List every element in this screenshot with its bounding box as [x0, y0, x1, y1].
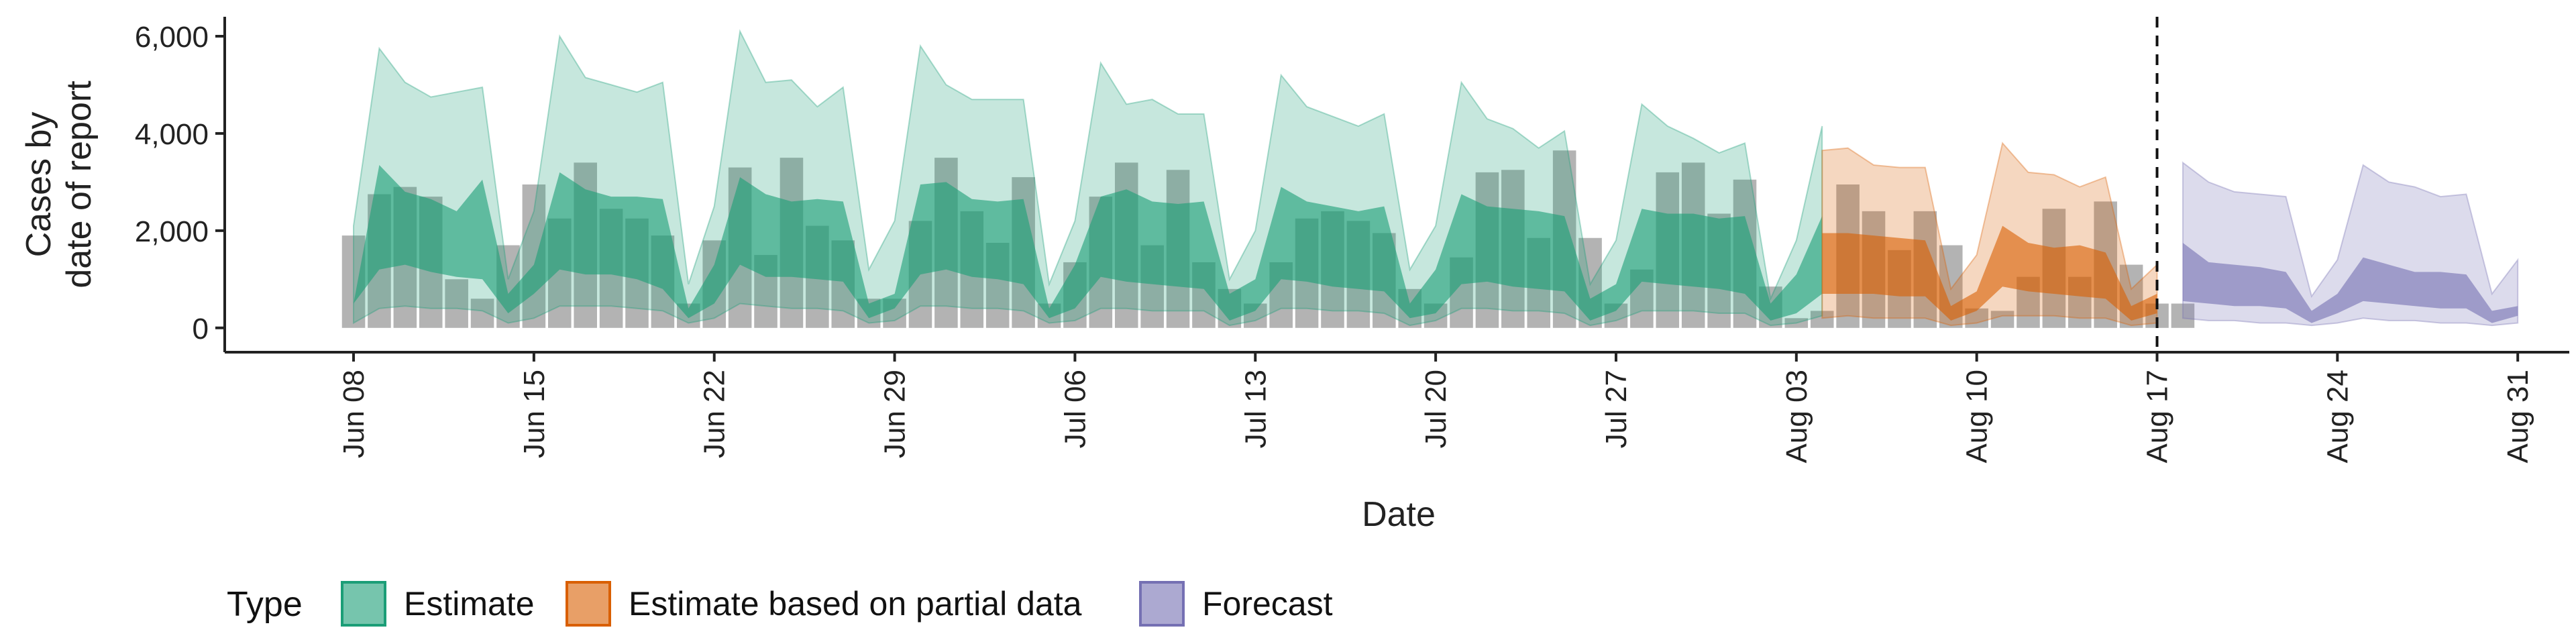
report-bar — [470, 299, 494, 328]
y-axis-title-line-2: date of report — [60, 80, 99, 288]
y-tick-label: 2,000 — [135, 215, 209, 248]
legend-title: Type — [227, 585, 303, 624]
x-tick-label: Jun 29 — [879, 370, 912, 458]
legend-label: Estimate based on partial data — [629, 585, 1082, 623]
legend-label: Estimate — [404, 585, 535, 623]
y-axis: 0 2,000 4,000 6,000 — [135, 17, 226, 352]
legend-swatch — [1139, 581, 1185, 627]
bands-layer — [353, 29, 2519, 327]
plot-area — [341, 17, 2519, 352]
x-tick-label: Jul 06 — [1059, 370, 1091, 448]
y-tick-label: 0 — [193, 313, 209, 345]
estimate-inner-band — [354, 165, 1823, 321]
x-tick-label: Jul 27 — [1600, 370, 1633, 448]
x-tick-label: Jul 20 — [1419, 370, 1452, 448]
legend-swatch — [341, 581, 386, 627]
legend-swatch — [566, 581, 611, 627]
x-tick-label: Jun 08 — [337, 370, 370, 458]
y-axis-title: Cases by date of report — [19, 80, 99, 288]
x-tick-label: Aug 10 — [1961, 370, 1994, 463]
report-bar — [2171, 303, 2195, 328]
x-tick-label: Aug 03 — [1780, 370, 1813, 463]
x-tick-label: Jun 22 — [698, 370, 731, 458]
y-tick-label: 4,000 — [135, 118, 209, 151]
forecast-inner-band — [2182, 243, 2518, 323]
legend-label: Forecast — [1202, 585, 1333, 623]
x-tick-label: Jun 15 — [518, 370, 551, 458]
y-tick-label: 6,000 — [135, 21, 209, 54]
y-axis-title-line-1: Cases by — [19, 112, 58, 258]
x-axis-title: Date — [1362, 495, 1436, 534]
report-bar — [1810, 311, 1834, 328]
estimate-based-on-partial-data-inner-band — [1822, 225, 2157, 321]
x-tick-label: Aug 31 — [2502, 370, 2534, 463]
report-bar — [445, 279, 468, 328]
x-tick-label: Aug 24 — [2321, 370, 2354, 463]
report-bar — [1990, 311, 2015, 328]
x-tick-label: Aug 17 — [2141, 370, 2174, 463]
report-bar — [1784, 318, 1809, 328]
legend: Type Estimate Estimate based on partial d… — [227, 581, 1333, 627]
x-tick-label: Jul 13 — [1239, 370, 1272, 448]
x-axis: Jun 08 Jun 15 Jun 22 Jun 29 Jul 06 Jul 13 Jul … — [225, 351, 2569, 463]
